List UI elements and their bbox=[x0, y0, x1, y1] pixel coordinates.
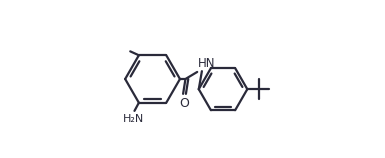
Text: H₂N: H₂N bbox=[123, 114, 144, 124]
Text: O: O bbox=[179, 97, 189, 110]
Text: HN: HN bbox=[198, 57, 216, 70]
